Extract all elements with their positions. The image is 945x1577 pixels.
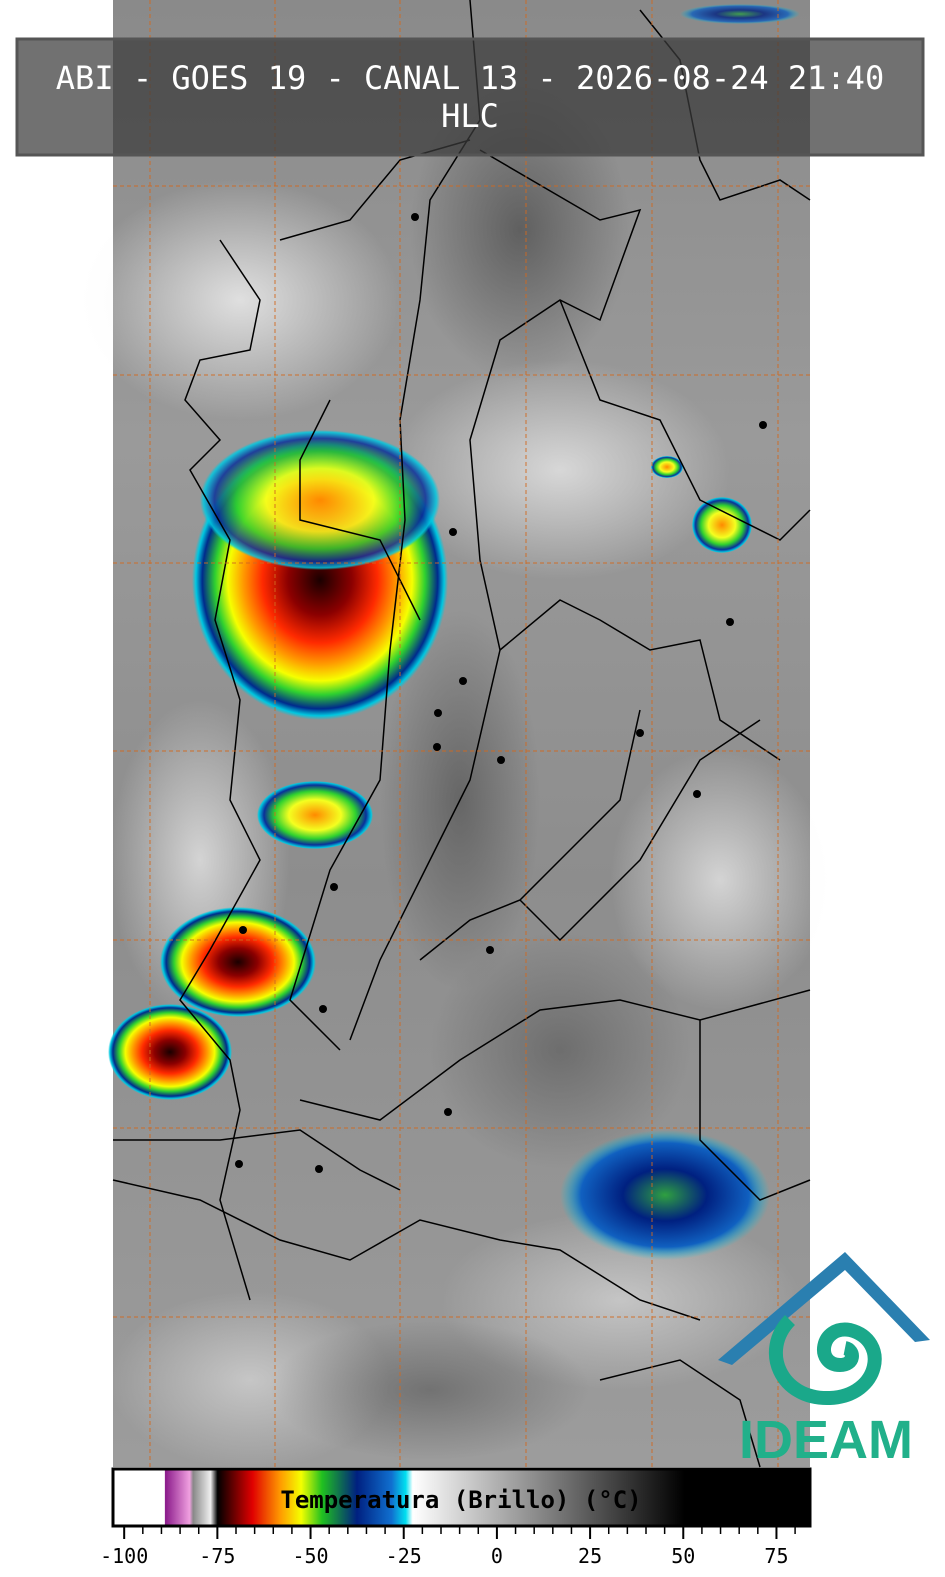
subtitle: HLC: [441, 97, 499, 135]
colorbar-tick-label: -25: [386, 1544, 422, 1568]
colorbar-tick-label: -75: [199, 1544, 235, 1568]
logo: IDEAM: [718, 1252, 930, 1470]
colorbar-tick-label: -50: [292, 1544, 328, 1568]
colorbar-tick-label: -100: [100, 1544, 148, 1568]
colorbar-tick-label: 50: [671, 1544, 695, 1568]
satellite-image: [80, 0, 830, 1470]
title-box: ABI - GOES 19 - CANAL 13 - 2026-08-24 21…: [15, 37, 925, 157]
colorbar-tick-label: 75: [764, 1544, 788, 1568]
logo-text: IDEAM: [739, 1410, 913, 1470]
colorbar-label: Temperatura (Brillo) (°C): [280, 1486, 641, 1514]
colorbar-tick-label: 0: [491, 1544, 503, 1568]
colorbar: Temperatura (Brillo) (°C): [111, 1467, 812, 1528]
colorbar-tick-label: 25: [578, 1544, 602, 1568]
title: ABI - GOES 19 - CANAL 13 - 2026-08-24 21…: [56, 59, 884, 97]
